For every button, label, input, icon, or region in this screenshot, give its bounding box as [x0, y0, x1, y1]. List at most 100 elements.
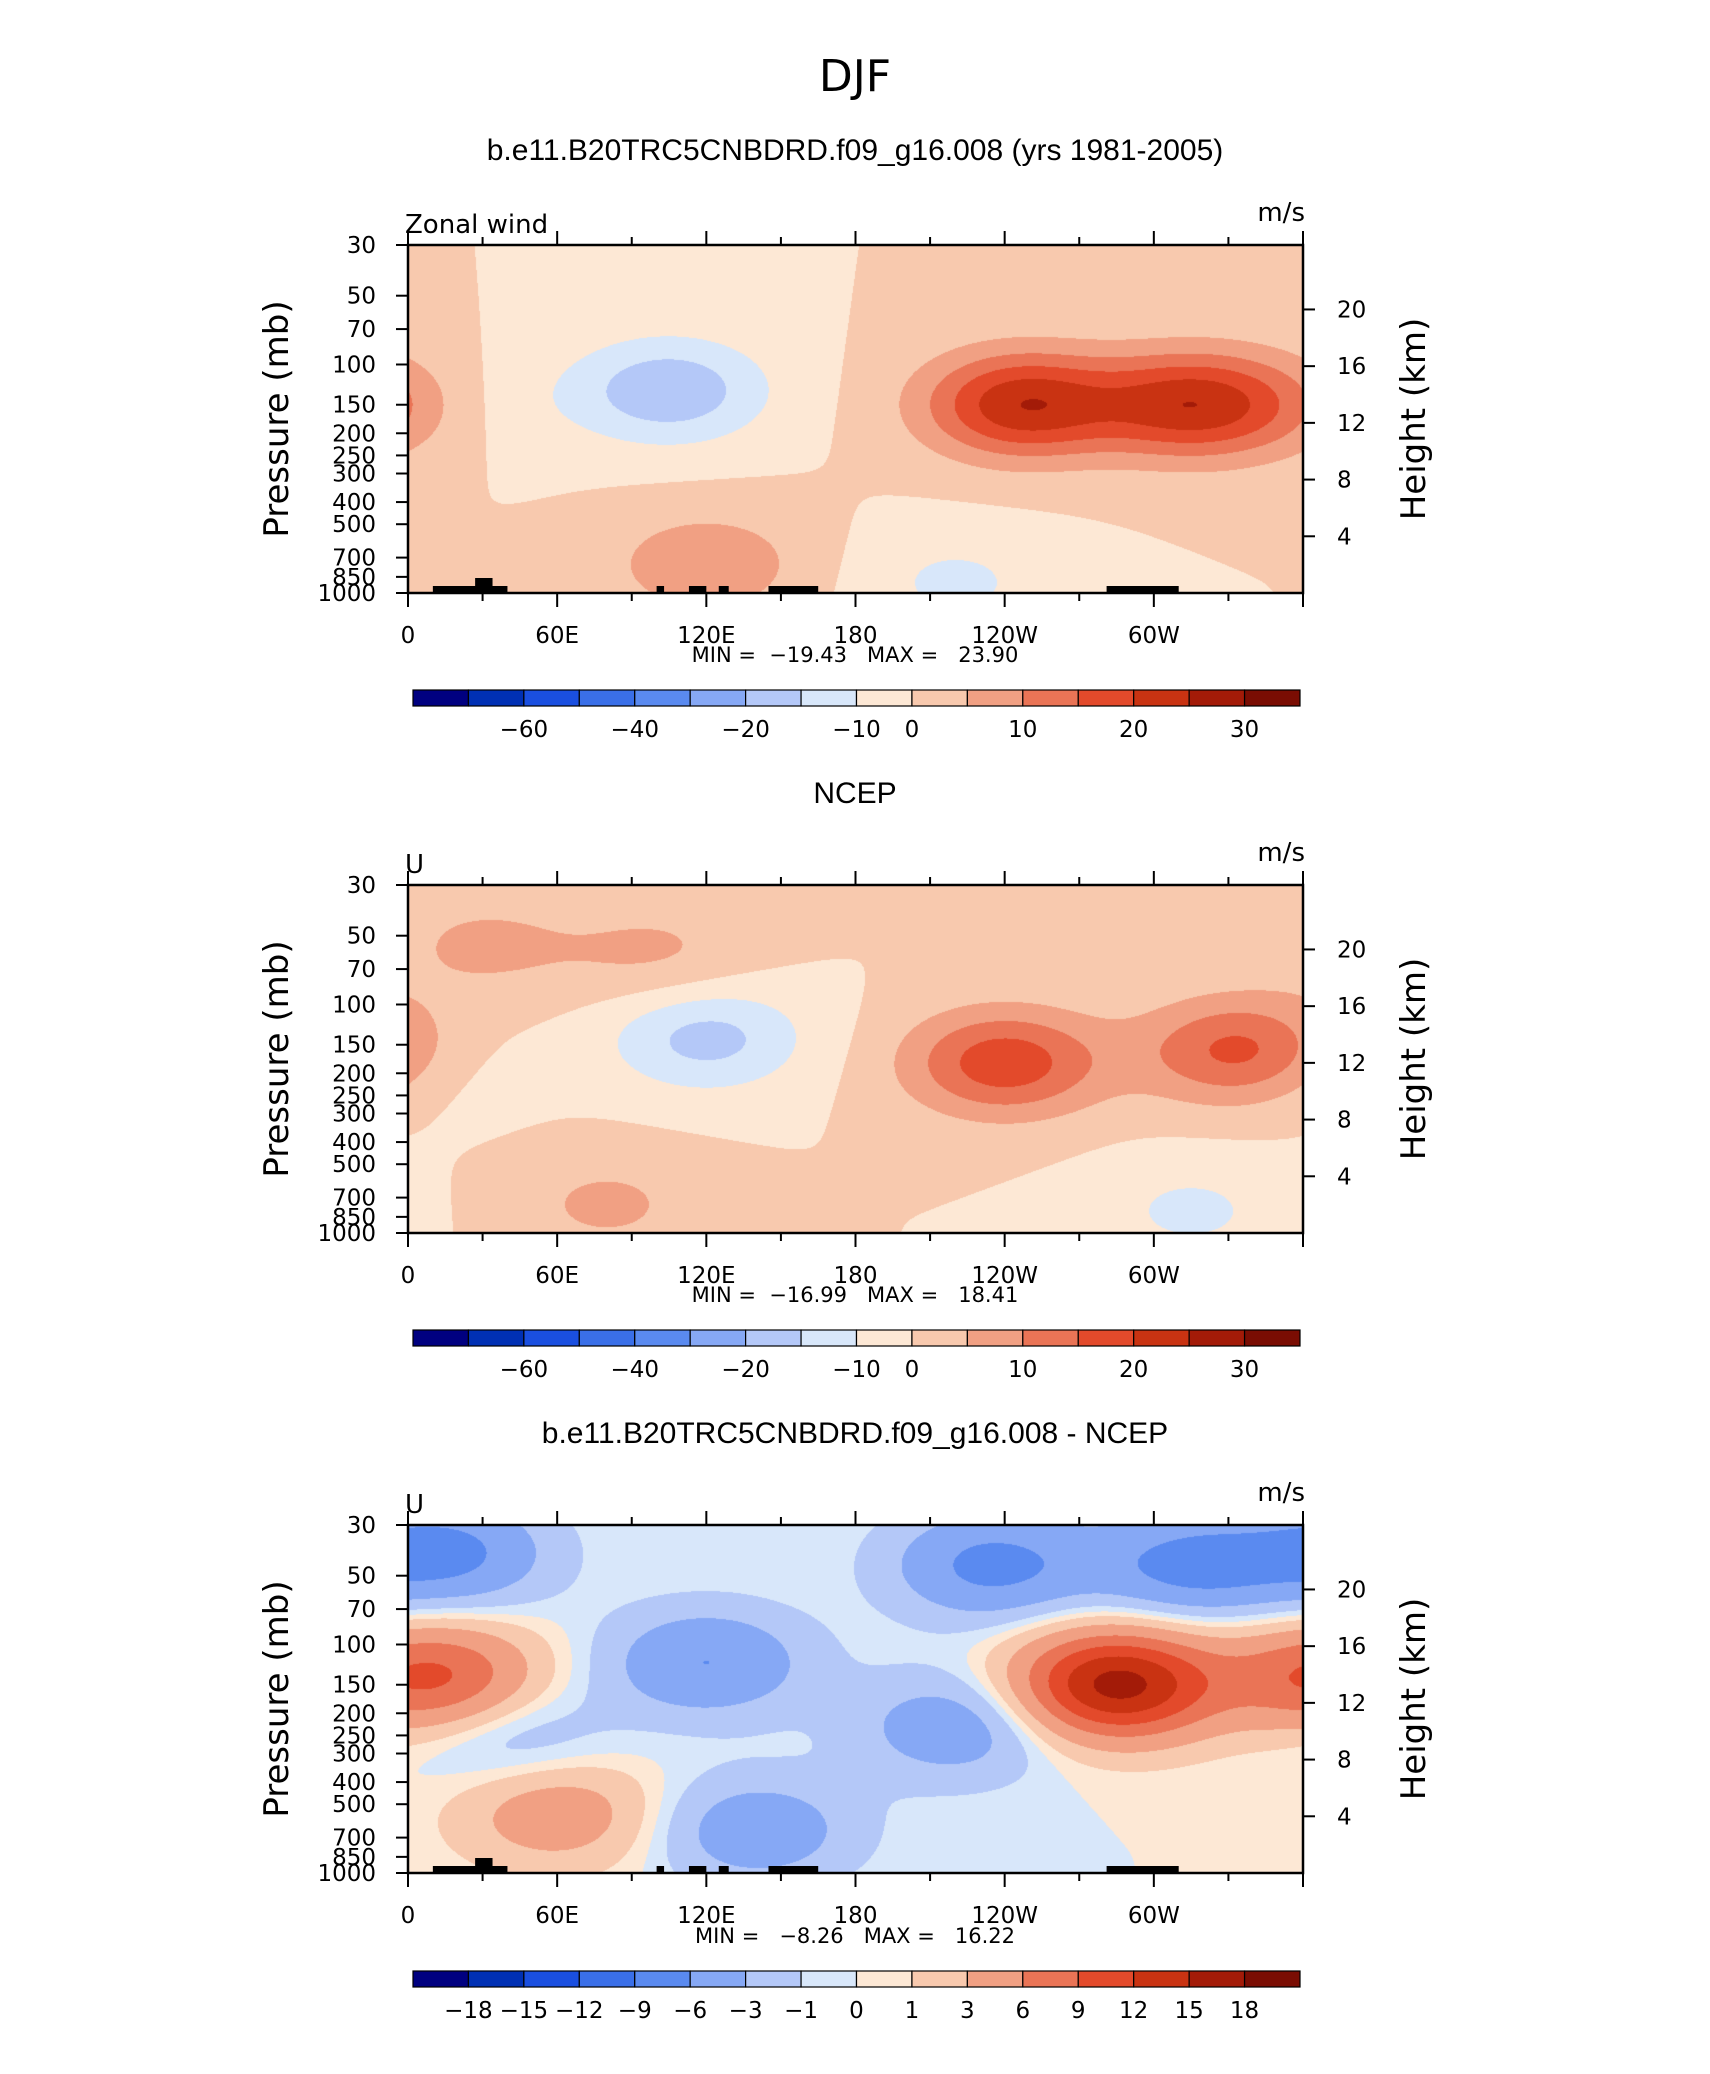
topography-block — [432, 1866, 508, 1873]
min-max-stats: MIN = −19.43 MAX = 23.90 — [692, 643, 1019, 667]
x-tick-label: 60E — [535, 1903, 579, 1929]
colorbar-box — [523, 1329, 580, 1347]
y-tick-label: 100 — [332, 1632, 376, 1658]
colorbar-box — [467, 1329, 525, 1347]
topography-block — [688, 1866, 707, 1873]
height-tick-label: 4 — [1337, 1804, 1352, 1830]
y-tick-label: 200 — [332, 1701, 376, 1727]
x-tick-label: 120W — [971, 623, 1038, 649]
topography-block — [1106, 586, 1179, 593]
colorbar-box — [855, 689, 913, 707]
colorbar-label: 0 — [849, 1998, 864, 2024]
topography-block — [656, 1866, 665, 1873]
x-tick-label: 120E — [677, 1903, 735, 1929]
colorbar-box — [467, 1970, 525, 1988]
colorbar-box — [1188, 1970, 1246, 1988]
y-tick-label: 30 — [347, 1513, 376, 1539]
x-tick-label: 120E — [677, 623, 735, 649]
colorbar-label: −6 — [673, 1998, 707, 2024]
colorbar-label: −12 — [555, 1998, 604, 2024]
contour-field — [408, 1525, 1303, 1873]
colorbar-label: 3 — [960, 1998, 975, 2024]
y-tick-label: 700 — [332, 1186, 376, 1212]
height-tick-label: 16 — [1337, 1634, 1366, 1660]
y-tick-label: 100 — [332, 992, 376, 1018]
y-tick-label: 50 — [347, 1564, 376, 1590]
colorbar-label: −15 — [500, 1998, 549, 2024]
panel-variable-label: U — [405, 1490, 424, 1520]
colorbar-label: −20 — [721, 1357, 770, 1383]
y-tick-label: 250 — [332, 443, 376, 469]
colorbar-box — [1133, 1970, 1190, 1988]
y-tick-label: 1000 — [317, 1221, 376, 1247]
height-tick-label: 12 — [1337, 1051, 1366, 1077]
colorbar-label: −3 — [729, 1998, 763, 2024]
height-axis-label: Height (km) — [1394, 958, 1434, 1161]
y-tick-label: 30 — [347, 233, 376, 259]
contour-field — [408, 885, 1303, 1233]
height-tick-label: 16 — [1337, 354, 1366, 380]
colorbar-box — [1243, 689, 1301, 707]
x-tick-label: 180 — [834, 623, 878, 649]
contour-field — [408, 245, 1303, 593]
y-tick-label: 70 — [347, 957, 376, 983]
x-tick-label: 180 — [834, 1903, 878, 1929]
y-tick-label: 850 — [332, 565, 376, 591]
height-axis-label: Height (km) — [1394, 1598, 1434, 1801]
colorbar-box — [745, 1329, 802, 1347]
height-tick-label: 4 — [1337, 524, 1352, 550]
colorbar-box — [1188, 1329, 1246, 1347]
height-tick-label: 4 — [1337, 1164, 1352, 1190]
colorbar-box — [855, 1329, 913, 1347]
y-tick-label: 200 — [332, 421, 376, 447]
colorbar-box — [800, 1329, 858, 1347]
colorbar-box — [800, 1970, 858, 1988]
y-tick-label: 250 — [332, 1083, 376, 1109]
colorbar-box — [1188, 689, 1246, 707]
height-axis-label: Height (km) — [1394, 318, 1434, 521]
colorbar-box — [634, 1329, 691, 1347]
colorbar-label: −10 — [832, 717, 881, 743]
panel-title: b.e11.B20TRC5CNBDRD.f09_g16.008 - NCEP — [542, 1417, 1168, 1450]
colorbar-box — [689, 1329, 747, 1347]
x-tick-label: 120E — [677, 1263, 735, 1289]
colorbar-box — [1022, 1329, 1079, 1347]
y-tick-label: 250 — [332, 1723, 376, 1749]
height-tick-label: 20 — [1337, 1577, 1366, 1603]
y-tick-label: 50 — [347, 284, 376, 310]
x-tick-label: 120W — [971, 1903, 1038, 1929]
y-tick-label: 300 — [332, 1742, 376, 1768]
y-tick-label: 500 — [332, 1792, 376, 1818]
colorbar-label: 30 — [1230, 1357, 1259, 1383]
colorbar-box — [578, 1970, 636, 1988]
min-max-stats: MIN = −16.99 MAX = 18.41 — [692, 1283, 1019, 1307]
y-tick-label: 850 — [332, 1205, 376, 1231]
panel-variable-label: Zonal wind — [405, 210, 548, 240]
colorbar-label: −60 — [500, 1357, 549, 1383]
colorbar-box — [578, 689, 636, 707]
topography-block — [475, 578, 493, 593]
height-tick-label: 8 — [1337, 1748, 1352, 1774]
x-tick-label: 0 — [401, 623, 416, 649]
y-tick-label: 150 — [332, 393, 376, 419]
topography-block — [1106, 1866, 1179, 1873]
x-tick-label: 120W — [971, 1263, 1038, 1289]
colorbar-label: −18 — [444, 1998, 493, 2024]
colorbar-box — [745, 689, 802, 707]
colorbar-label: 20 — [1119, 1357, 1148, 1383]
colorbar-box — [911, 1329, 968, 1347]
colorbar-label: 0 — [905, 717, 920, 743]
y-tick-label: 850 — [332, 1845, 376, 1871]
colorbar-box — [1077, 1329, 1135, 1347]
x-tick-label: 0 — [401, 1263, 416, 1289]
colorbar-box — [1243, 1329, 1301, 1347]
colorbar-label: −60 — [500, 717, 549, 743]
colorbar-label: 30 — [1230, 717, 1259, 743]
x-tick-label: 60W — [1128, 623, 1180, 649]
y-tick-label: 500 — [332, 1152, 376, 1178]
figure-title: DJF — [819, 51, 891, 102]
y-tick-label: 200 — [332, 1061, 376, 1087]
colorbar-box — [467, 689, 525, 707]
x-tick-label: 180 — [834, 1263, 878, 1289]
